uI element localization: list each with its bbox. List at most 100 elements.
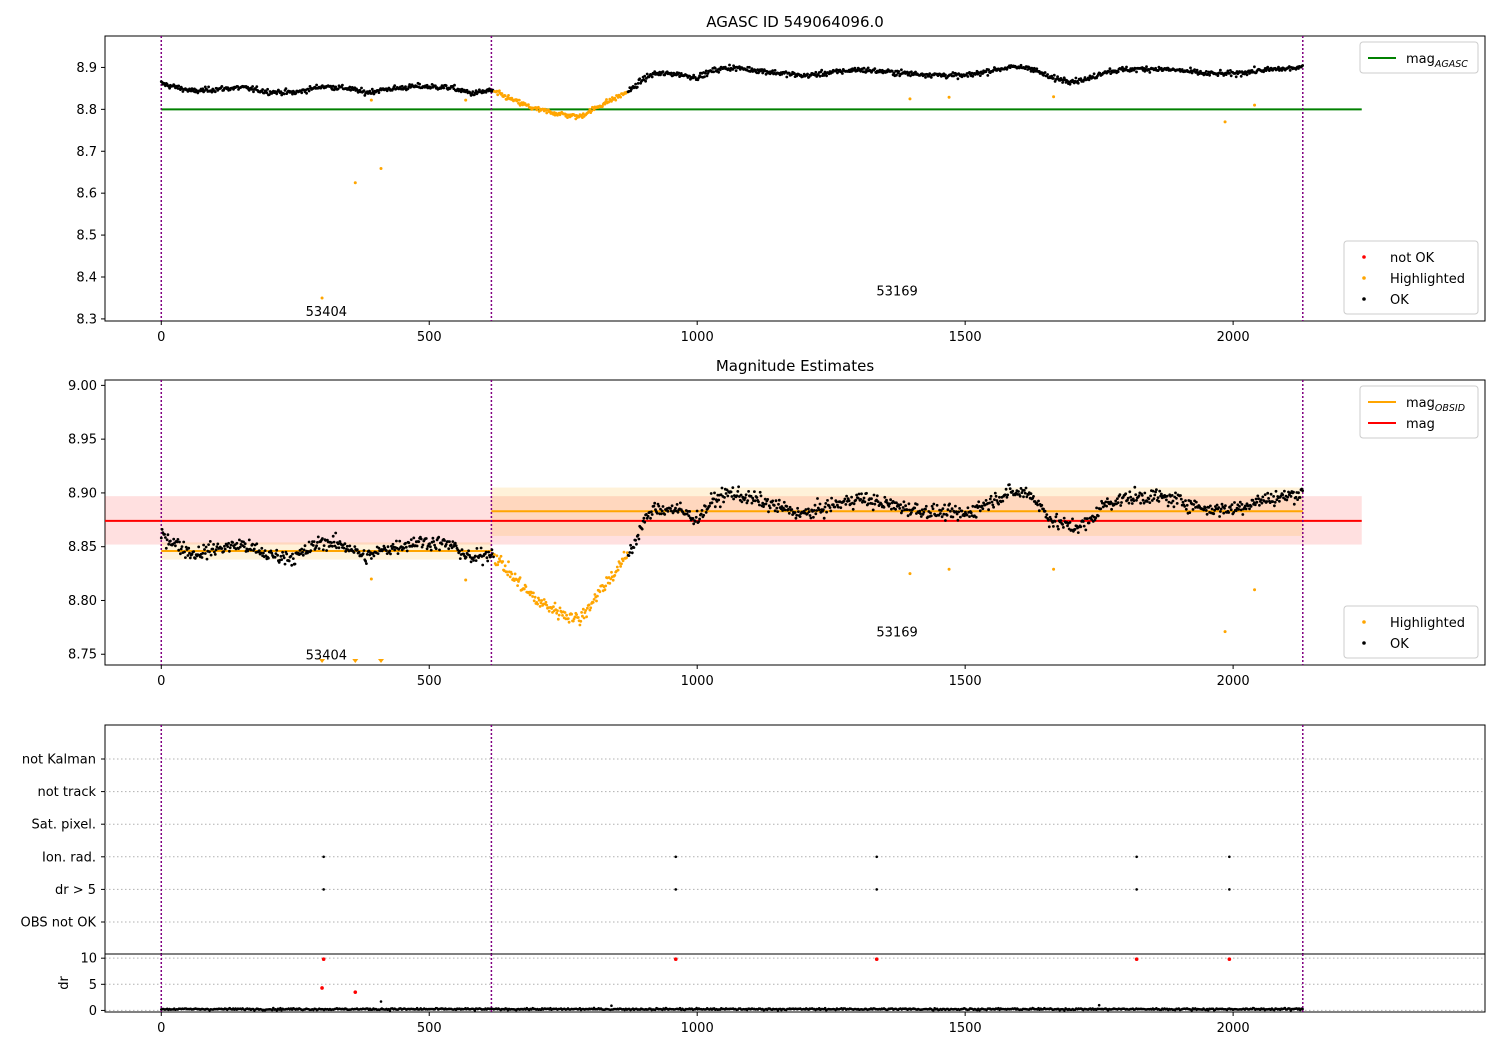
ok-point [276,553,279,557]
ok-point [635,542,638,546]
highlighted-point [517,101,520,105]
highlighted-point [593,593,597,596]
ok-point [1170,494,1174,497]
ok-point [348,544,352,548]
ok-point [906,514,910,518]
ok-point [932,502,936,506]
highlighted-point [464,98,468,102]
ok-point [259,551,263,555]
ok-point [1259,498,1263,501]
ok-point [821,508,825,512]
ok-point [331,544,334,548]
ok-point [1025,495,1029,499]
ok-point [222,550,226,553]
ok-point [929,76,933,79]
ok-point [1273,504,1276,508]
ok-point [731,486,735,489]
ok-point [1189,66,1192,70]
ok-point [391,542,395,546]
ok-point [209,553,213,557]
flag-label: Ion. rad. [42,850,96,865]
ok-point [188,556,192,560]
ok-point [1208,73,1211,77]
ok-point [694,515,698,519]
ok-point [708,504,711,508]
ok-point [163,533,167,536]
x-tick-label: 2000 [1217,330,1250,345]
ok-point [453,541,457,545]
ok-point [484,90,488,94]
ok-point [1204,506,1207,510]
plot-frame [104,953,1486,1013]
ok-point [866,502,870,506]
ok-point [290,563,294,567]
ok-point [1071,517,1074,521]
ok-point [1054,515,1058,519]
ok-point [187,546,191,550]
ok-point [779,507,783,510]
ok-point [944,519,947,522]
ok-point [266,87,269,91]
ok-point [1124,492,1128,496]
highlighted-point [947,95,951,99]
ok-point [1003,493,1007,497]
ok-point [352,551,356,554]
ok-point [235,541,239,545]
ok-point [1066,524,1069,528]
highlighted-point [536,602,539,606]
ok-point [894,507,897,511]
ok-point [452,545,456,548]
ok-point [205,557,209,561]
ok-point [1151,489,1155,493]
ok-point [661,70,665,73]
ok-point [174,544,177,548]
ok-point [1128,490,1132,494]
ok-point [207,543,211,546]
ok-point [1215,503,1219,507]
ok-point [1035,67,1039,71]
ok-point [210,90,214,94]
ok-point [875,494,879,498]
ok-point [1239,74,1243,78]
ok-point [1107,70,1111,73]
ok-point [429,548,433,552]
ok-point [853,66,857,70]
ok-point [935,503,939,507]
highlighted-point [619,95,622,99]
ok-point [1090,518,1093,521]
highlighted-point [320,296,324,300]
flag-label: not track [37,785,96,800]
ok-point [750,501,754,505]
ok-point [942,512,946,516]
ok-point [453,83,456,87]
ok-point [458,557,462,560]
ok-point [978,74,982,77]
obsid-annotation: 53404 [306,305,347,320]
ok-point [777,502,780,506]
ok-point [312,540,316,543]
ok-point [1022,495,1025,499]
ok-point [677,71,681,75]
clipped-marker [378,659,384,663]
x-tick-label: 1500 [949,674,982,689]
ok-point [1253,65,1256,69]
ok-point [444,543,448,546]
ok-point [704,511,708,514]
y-tick-label: 0 [89,1004,97,1019]
ok-point [1274,489,1278,493]
ok-point [279,90,283,93]
ok-point [1042,73,1045,77]
ok-point [831,503,835,506]
ok-point [965,513,969,517]
ok-point [338,540,342,543]
x-tick-label: 1000 [681,674,714,689]
ok-point [833,505,837,509]
legend [1343,240,1479,315]
highlighted-point [579,619,583,623]
ok-point [991,503,995,507]
ok-point [888,502,892,506]
ok-point [355,88,359,92]
ok-point [753,490,756,493]
ok-point [1149,494,1152,498]
ok-point [1278,499,1281,503]
